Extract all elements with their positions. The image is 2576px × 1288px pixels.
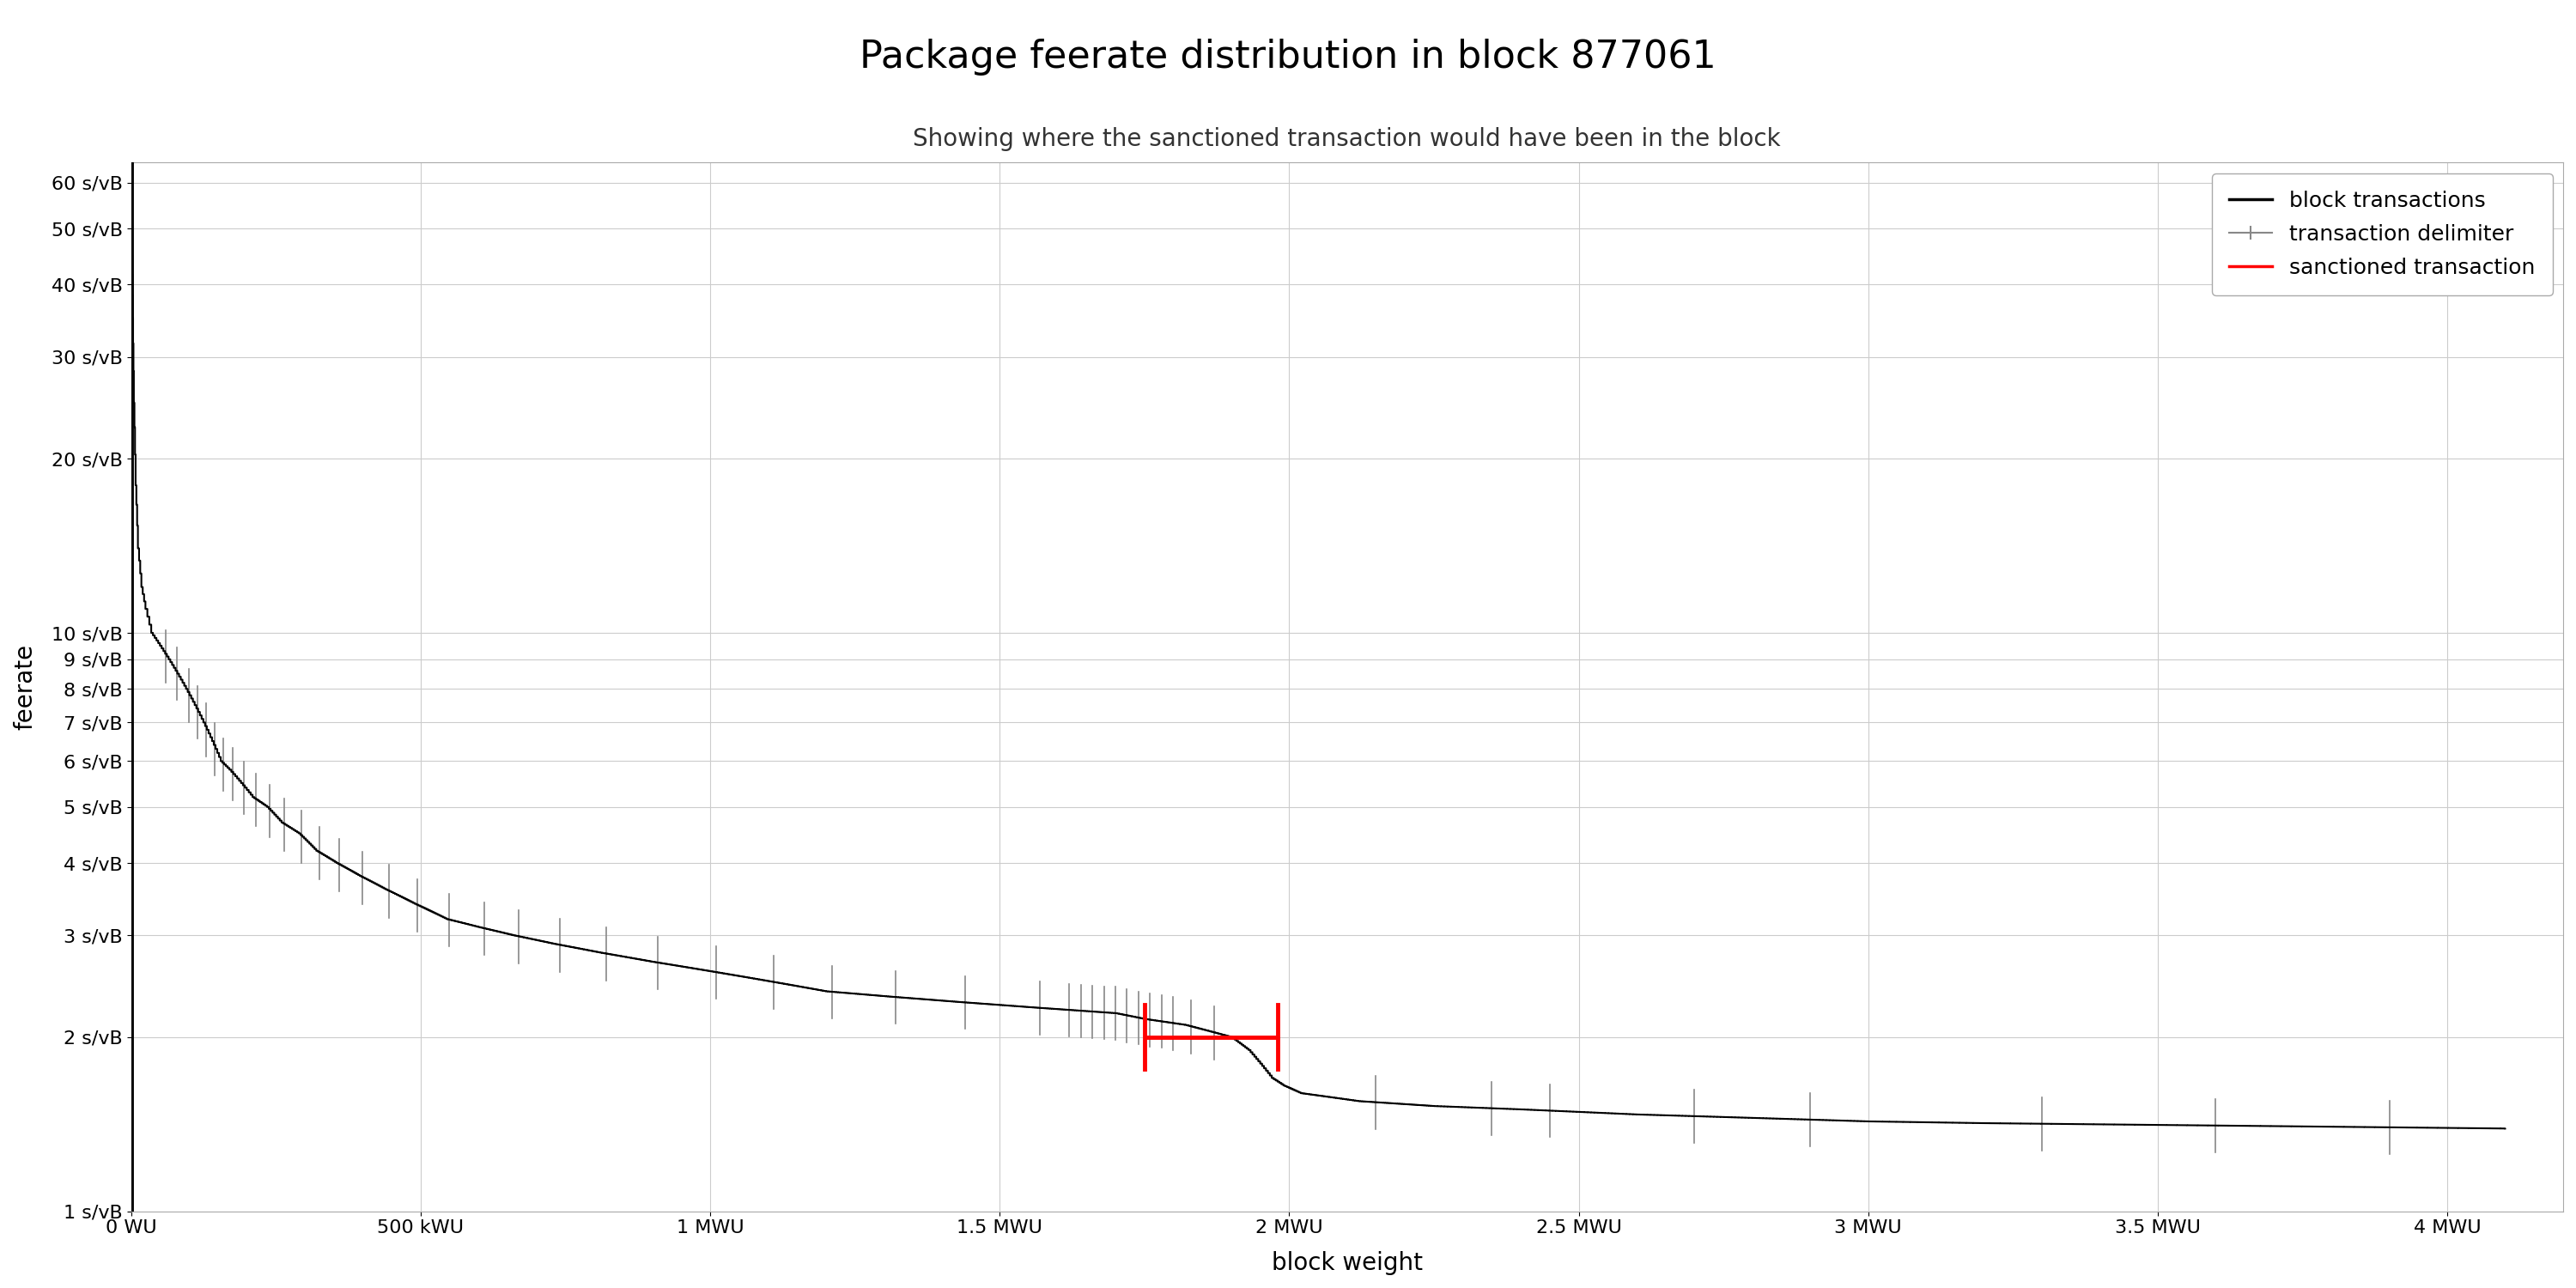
Y-axis label: feerate: feerate [13,644,36,730]
Legend: block transactions, transaction delimiter, sanctioned transaction: block transactions, transaction delimite… [2213,174,2553,295]
Title: Showing where the sanctioned transaction would have been in the block: Showing where the sanctioned transaction… [912,128,1780,151]
Text: Package feerate distribution in block 877061: Package feerate distribution in block 87… [860,39,1716,76]
X-axis label: block weight: block weight [1273,1251,1422,1275]
